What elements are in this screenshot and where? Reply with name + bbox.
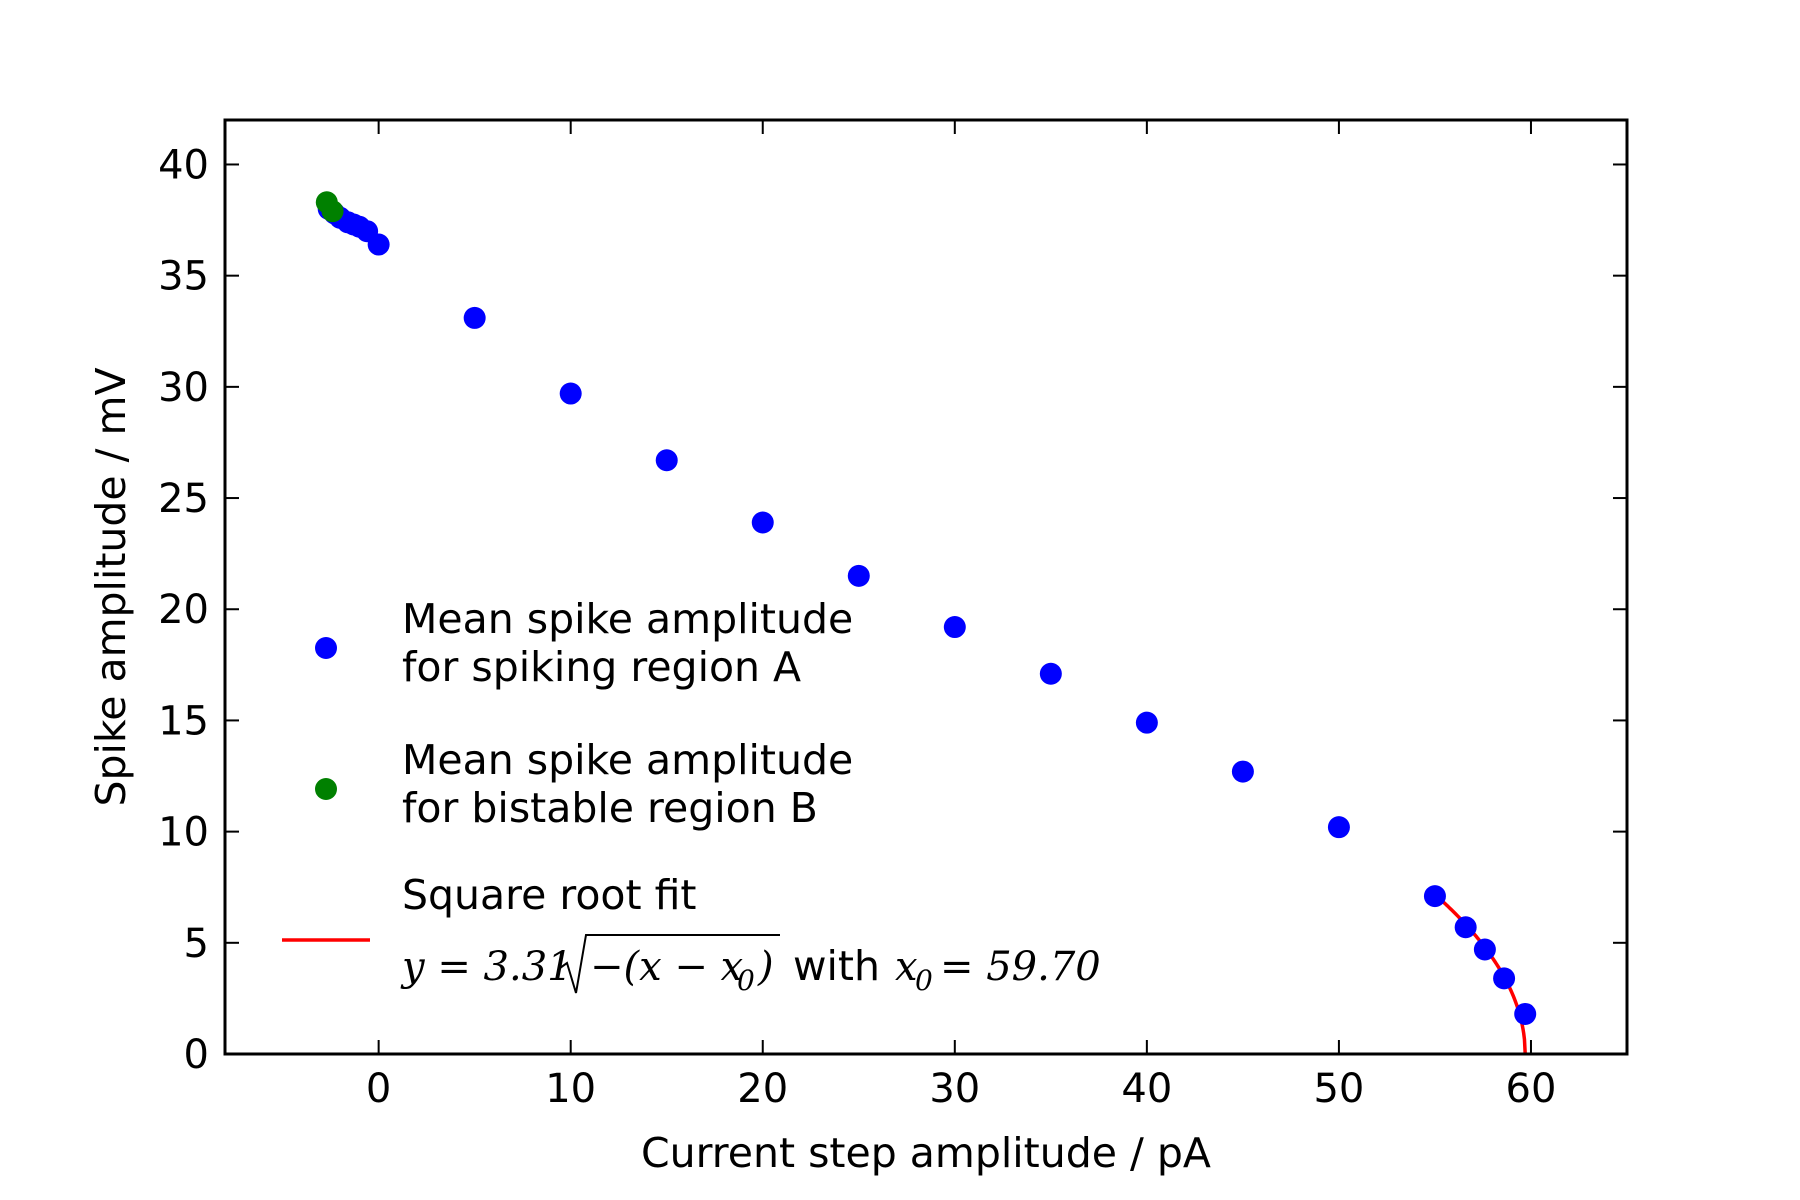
point-region-a (1493, 967, 1516, 990)
point-region-a (1135, 711, 1158, 734)
legend-marker-region-b (315, 778, 337, 800)
x-tick-label: 50 (1313, 1066, 1364, 1112)
point-region-a (847, 564, 870, 587)
fit-formula-x0-value: = 59.70 (940, 944, 1101, 990)
x-axis-label: Current step amplitude / pA (641, 1129, 1211, 1177)
x-tick-label: 20 (737, 1066, 788, 1112)
y-tick-label: 25 (158, 476, 209, 522)
y-tick-label: 20 (158, 587, 209, 633)
sqrt-radical-sign (559, 934, 780, 994)
x-tick-label: 0 (366, 1066, 391, 1112)
fit-formula-with: with (793, 942, 880, 990)
y-tick-label: 35 (158, 254, 209, 300)
point-region-a (1327, 816, 1350, 839)
legend-marker-region-a (315, 637, 337, 659)
legend: Mean spike amplitude for spiking region … (282, 595, 1101, 997)
point-region-a (463, 306, 486, 329)
y-tick-label: 40 (158, 142, 209, 188)
legend-label-region-b-line2: for bistable region B (402, 784, 818, 832)
plot-frame (223, 118, 1629, 1056)
point-region-a (1423, 885, 1446, 908)
legend-label-region-a-line1: Mean spike amplitude (402, 595, 853, 643)
legend-label-fit: Square root fit (402, 871, 697, 919)
point-region-a (367, 233, 390, 256)
point-region-a (655, 449, 678, 472)
ticks: 0 10 20 30 40 50 60 0 5 10 15 20 25 30 35 40 (158, 120, 1627, 1112)
fit-formula-radicand: −(x − x (590, 944, 743, 990)
point-region-a (751, 511, 774, 534)
point-region-a (1231, 760, 1254, 783)
x-tick-label: 60 (1506, 1066, 1557, 1112)
x-tick-label: 10 (545, 1066, 596, 1112)
y-axis-label: Spike amplitude / mV (87, 367, 135, 806)
point-region-a (559, 382, 582, 405)
legend-label-region-a-line2: for spiking region A (402, 643, 801, 691)
point-region-b (321, 200, 344, 223)
point-region-a (943, 616, 966, 639)
y-tick-label: 15 (158, 698, 209, 744)
fit-formula-close: ) (757, 944, 774, 990)
point-region-a (1473, 938, 1496, 961)
plot-area (315, 191, 1537, 1055)
y-tick-label: 10 (158, 810, 209, 856)
fit-formula-x0-subscript: 0 (915, 964, 933, 997)
fit-formula-lhs: y = 3.31 (400, 944, 573, 990)
x-tick-label: 40 (1121, 1066, 1172, 1112)
point-region-a (1454, 916, 1477, 939)
y-tick-label: 0 (184, 1032, 209, 1078)
y-tick-label: 5 (184, 921, 209, 967)
point-region-a (1514, 1002, 1537, 1025)
legend-label-region-b-line1: Mean spike amplitude (402, 736, 853, 784)
x-tick-label: 30 (929, 1066, 980, 1112)
fit-formula: y = 3.31 −(x − x 0 ) with x 0 = 59.70 (400, 934, 1101, 997)
fit-formula-subscript: 0 (737, 964, 755, 997)
point-region-a (1039, 662, 1062, 685)
fit-formula-x0: x (895, 944, 918, 990)
y-tick-label: 30 (158, 365, 209, 411)
